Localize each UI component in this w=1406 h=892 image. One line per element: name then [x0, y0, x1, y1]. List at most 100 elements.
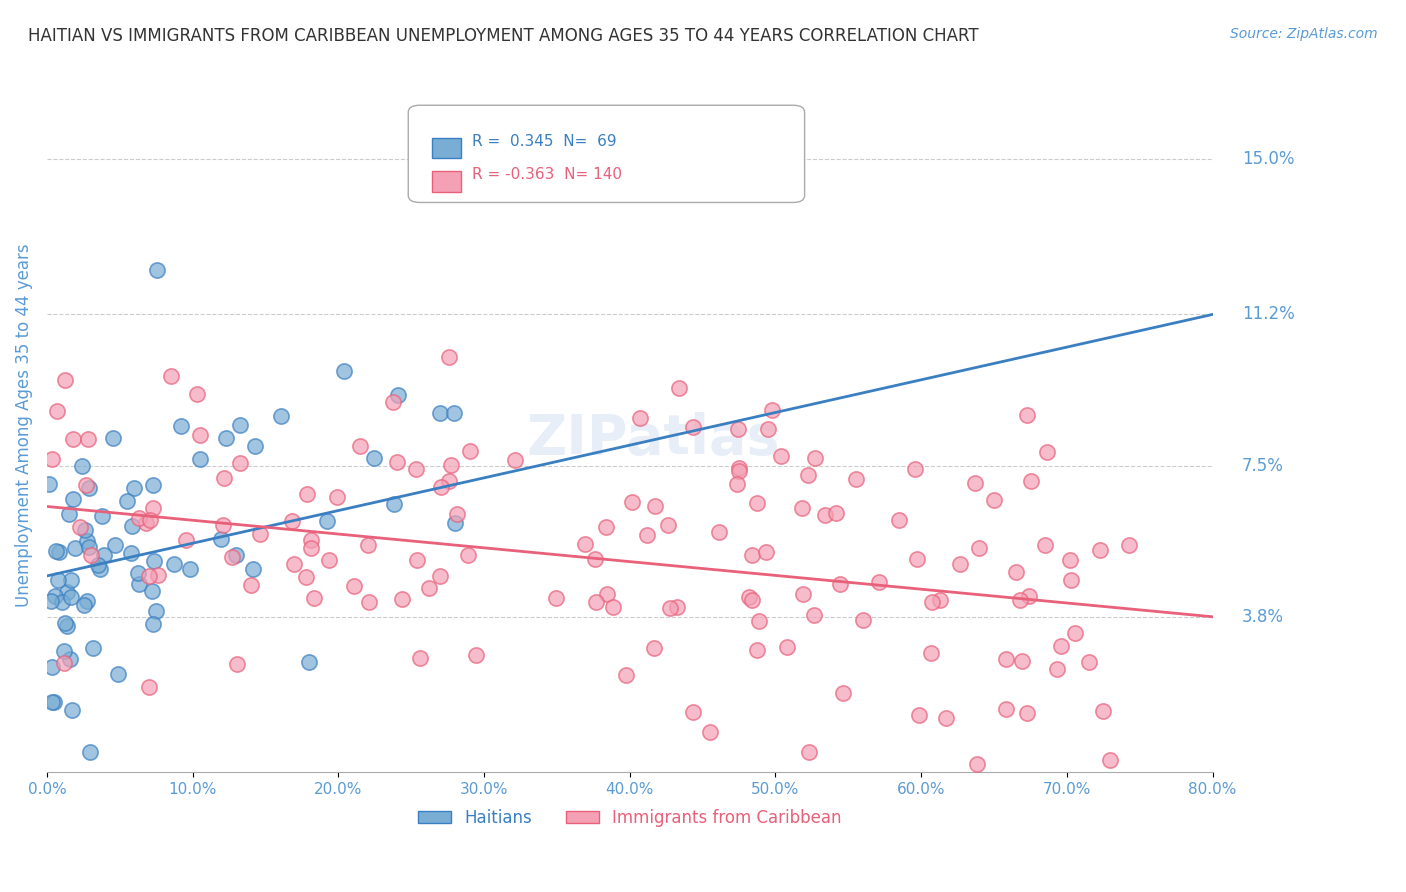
Point — [101, 431, 124, 445]
Point — [904, 462, 927, 476]
Point — [283, 557, 305, 571]
FancyBboxPatch shape — [432, 171, 461, 192]
Point — [89, 562, 111, 576]
Point — [75, 523, 97, 537]
Point — [62, 433, 84, 447]
Point — [212, 471, 235, 485]
Point — [295, 487, 318, 501]
Point — [699, 724, 721, 739]
Point — [966, 756, 988, 771]
Point — [221, 550, 243, 565]
Point — [349, 439, 371, 453]
Point — [1008, 593, 1031, 607]
Point — [437, 474, 460, 488]
Point — [920, 646, 942, 660]
Point — [1092, 705, 1115, 719]
Point — [595, 519, 617, 533]
Point — [1118, 538, 1140, 552]
Point — [1017, 408, 1039, 422]
Point — [754, 545, 776, 559]
Point — [142, 617, 165, 632]
Point — [357, 538, 380, 552]
Y-axis label: Unemployment Among Ages 35 to 44 years: Unemployment Among Ages 35 to 44 years — [15, 243, 32, 607]
Point — [121, 518, 143, 533]
Point — [465, 648, 488, 662]
Point — [52, 656, 75, 670]
Point — [1033, 538, 1056, 552]
Point — [636, 528, 658, 542]
Point — [127, 566, 149, 581]
Point — [406, 553, 429, 567]
Point — [994, 702, 1017, 716]
Point — [949, 557, 972, 571]
Point — [503, 453, 526, 467]
Point — [437, 350, 460, 364]
Point — [142, 500, 165, 515]
Point — [93, 548, 115, 562]
Point — [747, 643, 769, 657]
Point — [458, 443, 481, 458]
Point — [707, 524, 730, 539]
Point — [44, 590, 66, 604]
Point — [1063, 626, 1085, 640]
Text: 15.0%: 15.0% — [1241, 150, 1295, 169]
Point — [405, 462, 427, 476]
Point — [186, 386, 208, 401]
Point — [76, 594, 98, 608]
Point — [444, 516, 467, 530]
Point — [756, 422, 779, 436]
Point — [59, 652, 82, 666]
Point — [1035, 445, 1057, 459]
Point — [574, 536, 596, 550]
Point — [138, 513, 160, 527]
Point — [803, 607, 825, 622]
Point — [160, 368, 183, 383]
Point — [122, 482, 145, 496]
Point — [443, 406, 465, 420]
Point — [770, 449, 793, 463]
Point — [935, 711, 957, 725]
Point — [908, 707, 931, 722]
Point — [209, 532, 232, 546]
Point — [53, 374, 76, 388]
Point — [146, 263, 169, 277]
Point — [215, 431, 238, 445]
Point — [60, 703, 83, 717]
Point — [142, 478, 165, 492]
Point — [55, 619, 77, 633]
Point — [138, 568, 160, 582]
Point — [302, 591, 325, 605]
Point — [174, 533, 197, 548]
Point — [387, 388, 409, 402]
FancyBboxPatch shape — [408, 105, 804, 202]
Point — [737, 590, 759, 604]
Point — [429, 569, 451, 583]
Point — [70, 459, 93, 474]
Point — [226, 657, 249, 672]
Point — [644, 499, 666, 513]
Point — [803, 451, 825, 466]
Text: 3.8%: 3.8% — [1241, 607, 1284, 626]
Point — [382, 497, 405, 511]
Point — [797, 746, 820, 760]
Point — [242, 562, 264, 576]
Text: 11.2%: 11.2% — [1241, 305, 1295, 324]
Legend: Haitians, Immigrants from Caribbean: Haitians, Immigrants from Caribbean — [411, 802, 848, 833]
Point — [889, 513, 911, 527]
Point — [82, 640, 104, 655]
Point — [318, 553, 340, 567]
Point — [48, 545, 70, 559]
Point — [745, 496, 768, 510]
Point — [295, 570, 318, 584]
Point — [602, 599, 624, 614]
Point — [41, 451, 63, 466]
Point — [1059, 573, 1081, 587]
Point — [162, 558, 184, 572]
Point — [725, 477, 748, 491]
Text: ZIPatlas: ZIPatlas — [526, 411, 780, 466]
Point — [51, 595, 73, 609]
Text: R = -0.363  N= 140: R = -0.363 N= 140 — [472, 167, 623, 182]
Point — [408, 651, 430, 665]
Point — [146, 568, 169, 582]
Point — [59, 591, 82, 605]
